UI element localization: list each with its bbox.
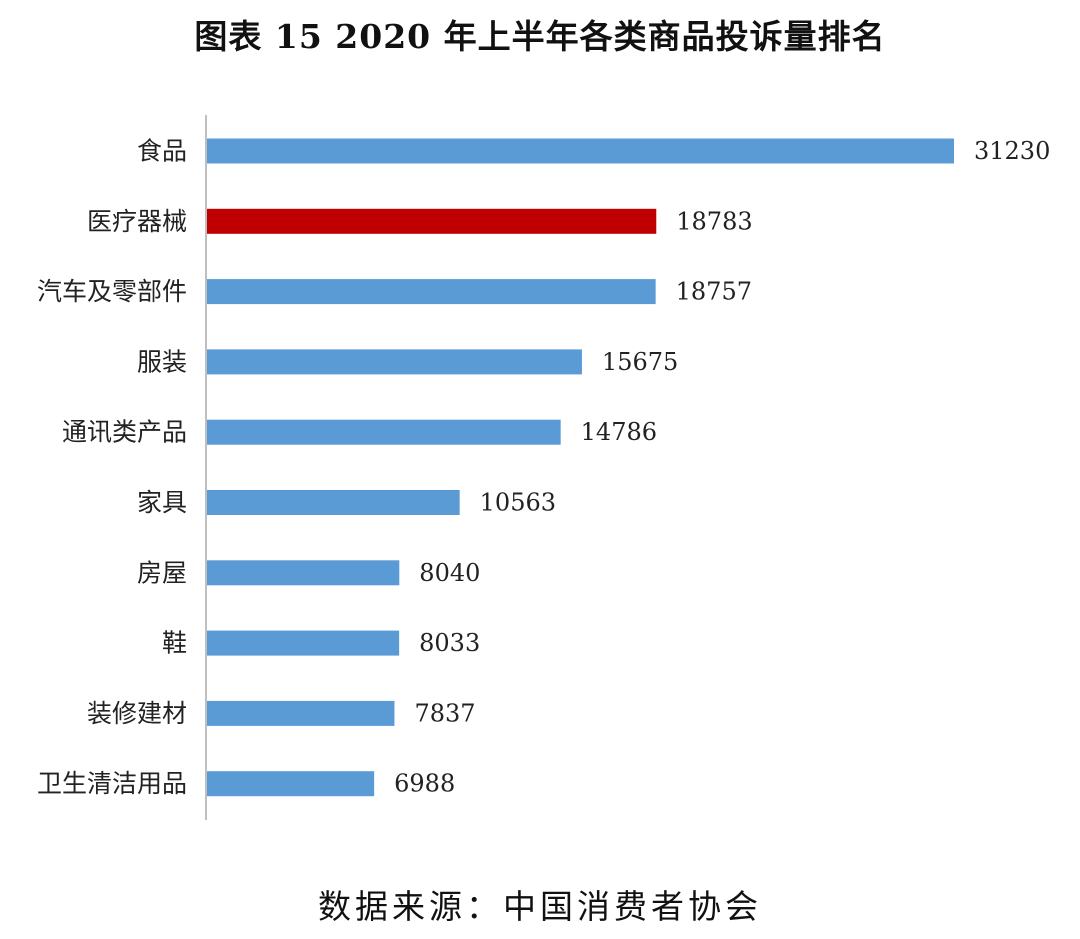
bar — [207, 208, 657, 234]
value-label: 15675 — [602, 348, 678, 376]
bar — [207, 490, 460, 515]
bar — [207, 138, 954, 164]
category-label: 装修建材 — [87, 699, 187, 728]
category-label: 食品 — [137, 137, 187, 166]
bar — [207, 771, 375, 797]
category-label: 通讯类产品 — [62, 418, 187, 447]
value-label: 18757 — [676, 278, 752, 306]
category-label: 卫生清洁用品 — [37, 769, 187, 798]
value-label: 18783 — [676, 207, 752, 235]
value-label: 8033 — [419, 629, 480, 657]
source-note: 数据来源：中国消费者协会 — [318, 887, 762, 926]
value-label: 14786 — [581, 418, 657, 446]
value-label: 10563 — [480, 489, 556, 517]
category-label: 汽车及零部件 — [37, 277, 187, 306]
bar — [207, 349, 582, 375]
bar — [207, 560, 400, 586]
chart-title: 图表 15 2020 年上半年各类商品投诉量排名 — [194, 17, 886, 56]
bar — [207, 279, 656, 305]
bar — [207, 419, 561, 445]
category-label: 家具 — [137, 488, 187, 517]
value-label: 31230 — [974, 137, 1050, 165]
value-label: 6988 — [394, 770, 455, 798]
bar — [207, 630, 400, 656]
value-label: 8040 — [419, 559, 480, 587]
bar — [207, 700, 395, 726]
bar-chart: 食品 31230 医疗器械 18783 汽车及零部件 18757 服装 15675 通讯类产品 1… — [37, 115, 1050, 820]
category-label: 医疗器械 — [87, 207, 187, 236]
bars-group: 食品 31230 医疗器械 18783 汽车及零部件 18757 服装 15675 通讯类产品 1… — [37, 137, 1050, 799]
value-label: 7837 — [414, 699, 475, 727]
category-label: 房屋 — [137, 558, 187, 587]
category-label: 鞋 — [162, 629, 187, 658]
category-label: 服装 — [137, 347, 187, 376]
